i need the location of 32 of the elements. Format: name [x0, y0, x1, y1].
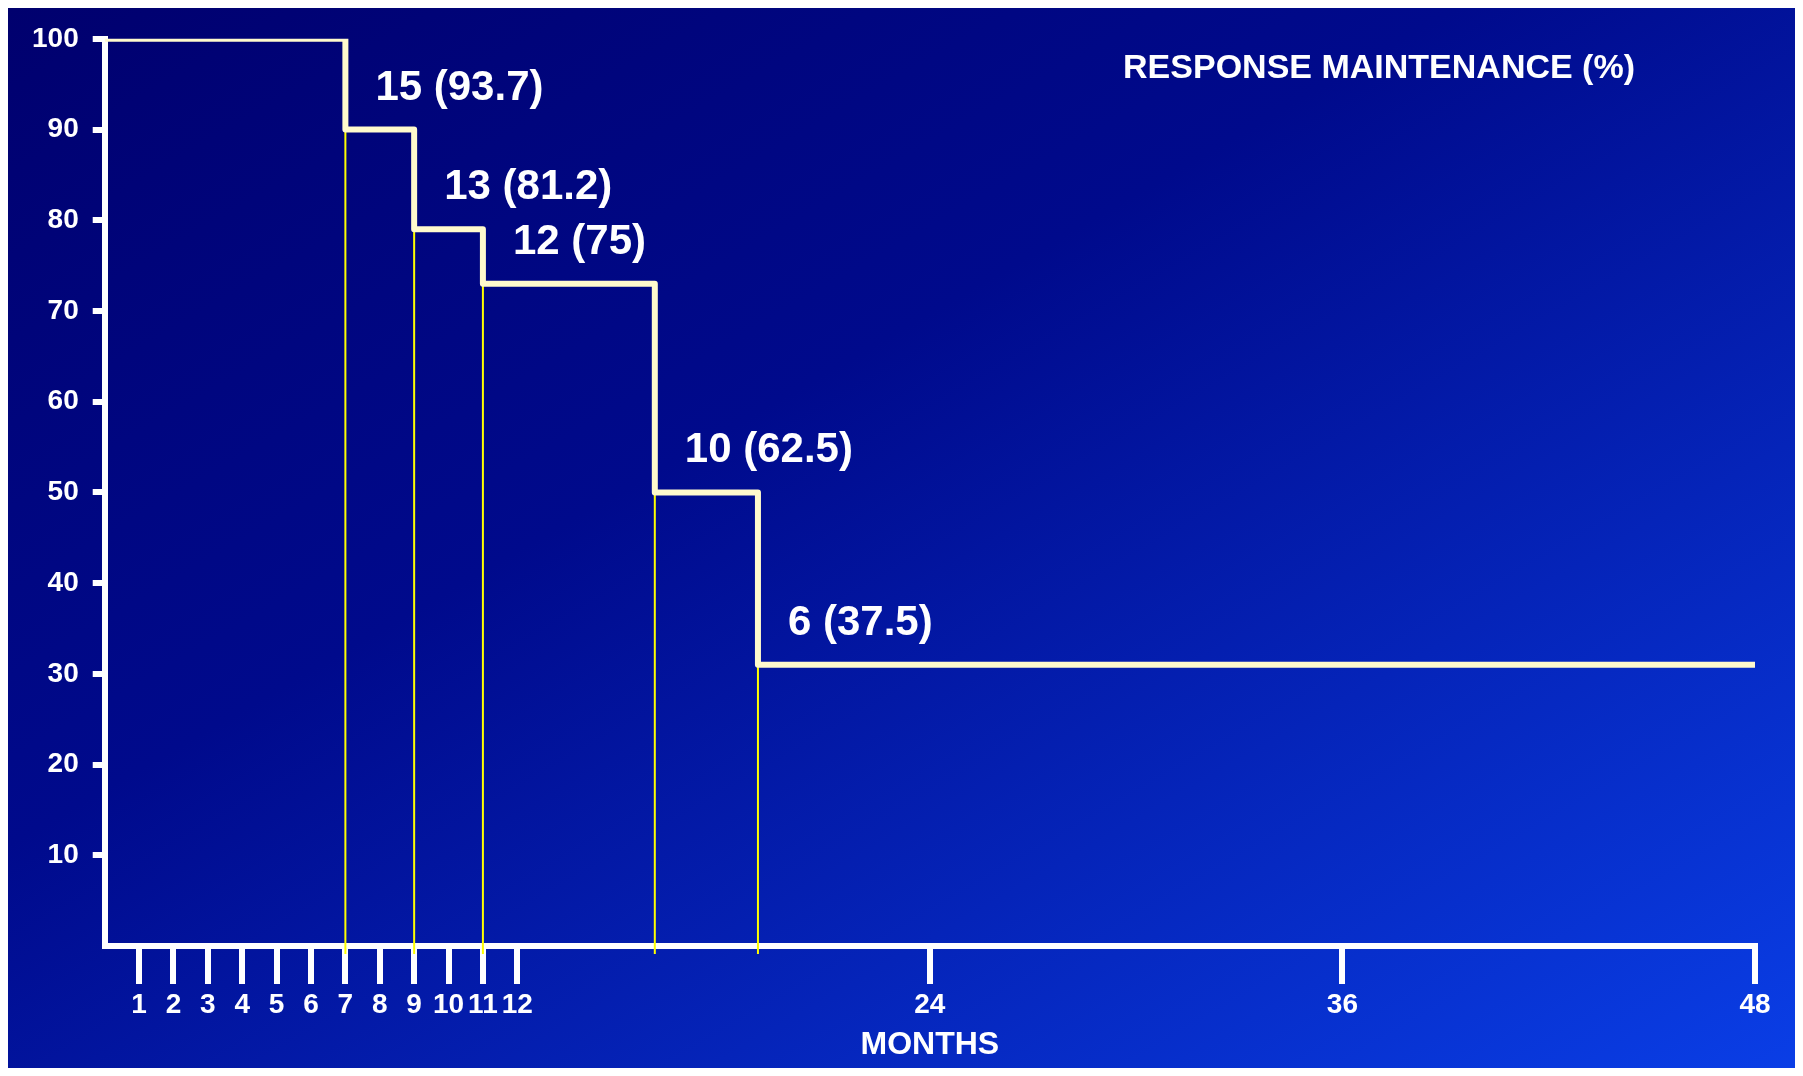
annotation: 12 (75)	[512, 215, 646, 263]
x-tick-label: 12	[501, 987, 533, 1019]
x-tick-label: 5	[268, 987, 285, 1019]
y-tick-label: 100	[32, 21, 79, 53]
x-tick-label: 8	[371, 987, 388, 1019]
x-axis-title: MONTHS	[860, 1024, 1000, 1061]
x-tick-label: 10	[432, 987, 465, 1019]
x-tick-label: 2	[165, 987, 182, 1019]
x-tick-label: 7	[337, 987, 354, 1019]
y-tick-label: 20	[47, 747, 79, 779]
annotation: 13 (81.2)	[444, 161, 613, 209]
x-tick-label: 36	[1326, 987, 1359, 1019]
annotation: 15 (93.7)	[375, 61, 544, 109]
annotation: 10 (62.5)	[684, 424, 853, 472]
annotation: 6 (37.5)	[787, 596, 933, 644]
x-tick-label: 4	[234, 987, 251, 1019]
y-tick-label: 70	[47, 293, 79, 325]
y-tick-label: 50	[47, 475, 79, 507]
x-tick-label: 11	[468, 987, 498, 1019]
y-tick-label: 30	[47, 656, 79, 688]
x-tick-label: 48	[1739, 987, 1771, 1019]
y-tick-label: 60	[47, 384, 79, 416]
y-tick-label: 90	[47, 112, 79, 144]
x-tick-label: 3	[200, 987, 216, 1019]
x-tick-label: 1	[131, 987, 147, 1019]
y-tick-label: 10	[47, 838, 79, 869]
x-tick-label: 9	[406, 987, 422, 1019]
x-tick-label: 24	[914, 987, 946, 1019]
x-tick-label: 6	[303, 987, 319, 1019]
y-tick-label: 40	[47, 565, 79, 597]
chart-title: RESPONSE MAINTENANCE (%)	[1123, 47, 1635, 86]
y-tick-label: 80	[47, 202, 79, 234]
